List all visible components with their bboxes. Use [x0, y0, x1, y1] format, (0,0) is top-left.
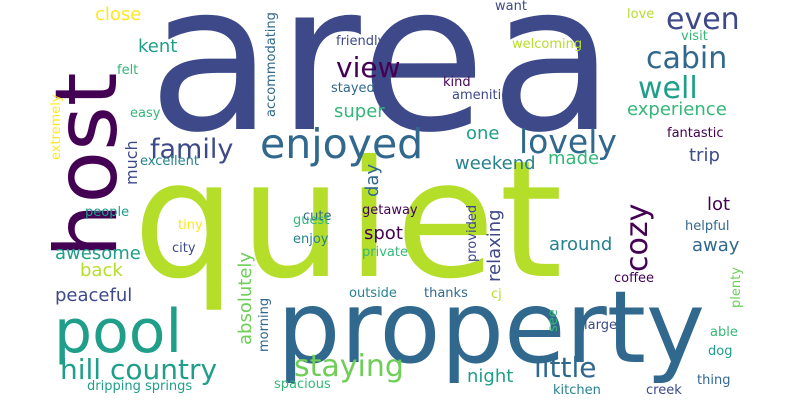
word-helpful: helpful [685, 219, 730, 234]
word-back: back [80, 260, 123, 281]
word-kind: kind [443, 75, 471, 90]
word-view: view [336, 51, 401, 84]
word-little: little [534, 351, 597, 384]
word-friendly: friendly [336, 34, 386, 49]
word-weekend: weekend [455, 153, 536, 174]
word-creek: creek [646, 383, 682, 398]
word-trip: trip [689, 145, 720, 166]
word-cute: cute [303, 209, 332, 224]
word-away: away [692, 235, 740, 256]
word-cabin: cabin [646, 41, 728, 76]
word-property: property [277, 269, 706, 386]
word-dog: dog [708, 344, 733, 359]
word-kitchen: kitchen [553, 383, 601, 398]
word-day: day [362, 163, 383, 197]
word-thing: thing [697, 373, 731, 388]
word-cozy: cozy [620, 203, 655, 272]
word-fantastic: fantastic [667, 126, 724, 141]
word-relaxing: relaxing [484, 209, 505, 282]
word-plenty: plenty [729, 267, 744, 308]
word-night: night [467, 366, 514, 387]
word-morning: morning [257, 297, 272, 352]
word-tiny: tiny [178, 218, 203, 233]
word-thanks: thanks [424, 286, 468, 301]
word-much: much [122, 140, 141, 185]
word-welcoming: welcoming [512, 37, 583, 52]
word-area: area [148, 0, 619, 178]
word-hill-country: hill country [60, 353, 218, 386]
word-absolutely: absolutely [235, 251, 256, 345]
word-coffee: coffee [614, 271, 655, 286]
word-see: see [546, 309, 561, 332]
word-visit: visit [681, 29, 708, 44]
word-excellent: excellent [140, 154, 199, 169]
word-city: city [172, 241, 196, 256]
word-pool: pool [54, 297, 183, 367]
word-lot: lot [707, 194, 731, 215]
word-made: made [548, 148, 600, 169]
word-quiet: quiet [133, 127, 567, 315]
word-stayed: stayed [331, 81, 375, 96]
word-want: want [495, 0, 527, 14]
word-love: love [627, 7, 655, 22]
word-spot: spot [364, 223, 403, 244]
word-even: even [666, 2, 740, 37]
word-felt: felt [117, 63, 139, 78]
word-well: well [638, 71, 698, 106]
word-provided: provided [465, 204, 480, 262]
word-extremely: extremely [49, 94, 64, 160]
word-private: private [362, 245, 408, 260]
word-close: close [95, 4, 142, 25]
word-awesome: awesome [55, 243, 141, 264]
word-super: super [334, 101, 385, 122]
word-accommodating: accommodating [264, 12, 279, 117]
word-experience: experience [627, 99, 727, 120]
word-outside: outside [349, 286, 397, 301]
word-guest: guest [293, 213, 330, 228]
word-peaceful: peaceful [55, 285, 133, 306]
word-enjoyed: enjoyed [260, 120, 424, 168]
word-getaway: getaway [362, 203, 418, 218]
word-amenities: amenities [452, 88, 516, 103]
word-kent: kent [138, 36, 178, 57]
word-one: one [466, 123, 500, 144]
word-lovely: lovely [519, 122, 617, 161]
word-people: people [85, 205, 130, 220]
word-around: around [549, 234, 613, 255]
word-family: family [150, 134, 234, 165]
word-able: able [710, 325, 738, 340]
word-staying: staying [294, 349, 404, 384]
word-cj: cj [491, 287, 502, 302]
word-easy: easy [130, 106, 161, 121]
word-enjoy: enjoy [293, 232, 329, 247]
word-large: large [584, 318, 617, 333]
word-spacious: spacious [274, 377, 331, 392]
word-dripping-springs: dripping springs [87, 379, 193, 394]
